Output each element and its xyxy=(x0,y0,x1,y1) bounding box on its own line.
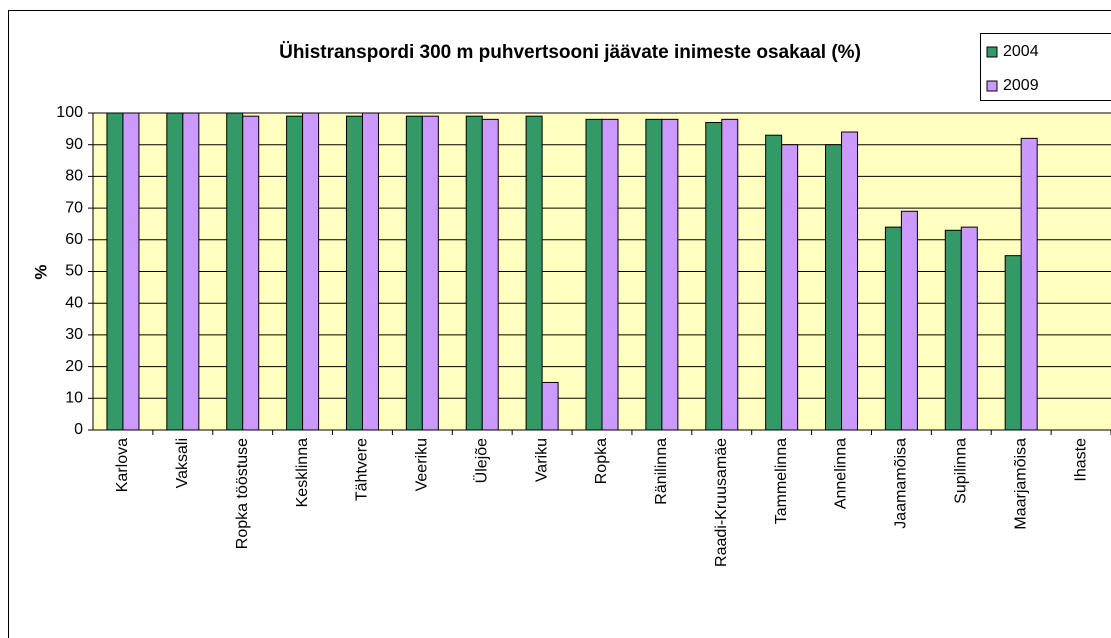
bar xyxy=(286,115,304,431)
legend-label: 2009 xyxy=(1003,77,1039,94)
x-tick-label: Raadi-Kruusamäe xyxy=(713,438,730,567)
bar xyxy=(106,112,124,431)
y-tick-label: 70 xyxy=(65,199,83,216)
bar xyxy=(1004,255,1022,431)
y-axis-label: % xyxy=(31,264,50,279)
x-tick-label: Jaamamõisa xyxy=(893,438,910,529)
chart-title: Ühistranspordi 300 m puhvertsooni jäävat… xyxy=(279,42,861,63)
x-tick-label: Kesklinna xyxy=(294,438,311,507)
bar xyxy=(541,381,559,431)
x-tick-label: Ihaste xyxy=(1072,438,1089,482)
bar xyxy=(345,115,363,431)
bar xyxy=(705,122,723,431)
bar xyxy=(645,118,663,431)
y-tick-label: 80 xyxy=(65,168,83,185)
x-tick-label: Annelinna xyxy=(833,438,850,509)
y-tick-label: 100 xyxy=(56,104,83,121)
bar xyxy=(302,112,320,431)
bar xyxy=(781,144,799,431)
y-tick-label: 90 xyxy=(65,136,83,153)
y-tick-label: 40 xyxy=(65,294,83,311)
x-tick-label: Ülejõe xyxy=(472,438,490,483)
x-tick-label: Tammelinna xyxy=(773,438,790,524)
x-tick-label: Ropka xyxy=(593,438,610,484)
bar xyxy=(884,226,902,431)
bar xyxy=(421,115,439,431)
bar xyxy=(960,226,978,431)
y-tick-label: 60 xyxy=(65,231,83,248)
bar xyxy=(182,112,200,431)
bar xyxy=(465,115,483,431)
y-tick-label: 10 xyxy=(65,390,83,407)
bar xyxy=(481,118,499,431)
y-tick-label: 30 xyxy=(65,326,83,343)
x-tick-label: Veeriku xyxy=(414,438,431,491)
bar xyxy=(242,115,260,431)
x-tick-label: Supilinna xyxy=(953,438,970,504)
x-tick-label: Vaksali xyxy=(174,438,191,488)
bar xyxy=(841,131,859,431)
x-tick-label: Variku xyxy=(533,438,550,482)
y-tick-label: 50 xyxy=(65,263,83,280)
legend-swatch xyxy=(986,46,998,58)
x-tick-label: Ränilinna xyxy=(653,438,670,505)
y-tick-label: 20 xyxy=(65,358,83,375)
legend xyxy=(980,33,1111,101)
y-tick-label: 0 xyxy=(74,421,83,438)
bar xyxy=(166,112,184,431)
bar xyxy=(601,118,619,431)
x-tick-label: Maarjamõisa xyxy=(1012,438,1029,530)
bar xyxy=(900,210,918,431)
bar xyxy=(1020,137,1038,431)
x-tick-label: Tähtvere xyxy=(354,438,371,501)
bar xyxy=(525,115,543,431)
x-tick-label: Karlova xyxy=(114,438,131,492)
bar xyxy=(585,118,603,431)
bar xyxy=(825,144,843,431)
legend-swatch xyxy=(986,80,998,92)
bar xyxy=(944,229,962,431)
bar xyxy=(765,134,783,431)
bar xyxy=(661,118,679,431)
x-tick-label: Ropka tööstuse xyxy=(234,438,251,549)
bar xyxy=(122,112,140,431)
bar xyxy=(361,112,379,431)
bar xyxy=(226,112,244,431)
legend-label: 2004 xyxy=(1003,43,1039,60)
bar xyxy=(405,115,423,431)
bar xyxy=(721,118,739,431)
